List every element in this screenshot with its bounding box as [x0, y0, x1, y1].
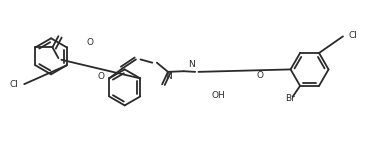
Text: N: N [166, 72, 172, 81]
Text: OH: OH [212, 91, 225, 100]
Text: O: O [97, 72, 104, 81]
Text: Br: Br [285, 94, 295, 103]
Text: Cl: Cl [9, 80, 18, 89]
Text: Cl: Cl [349, 31, 358, 40]
Text: O: O [87, 38, 94, 47]
Text: N: N [188, 60, 195, 69]
Text: O: O [257, 71, 264, 80]
